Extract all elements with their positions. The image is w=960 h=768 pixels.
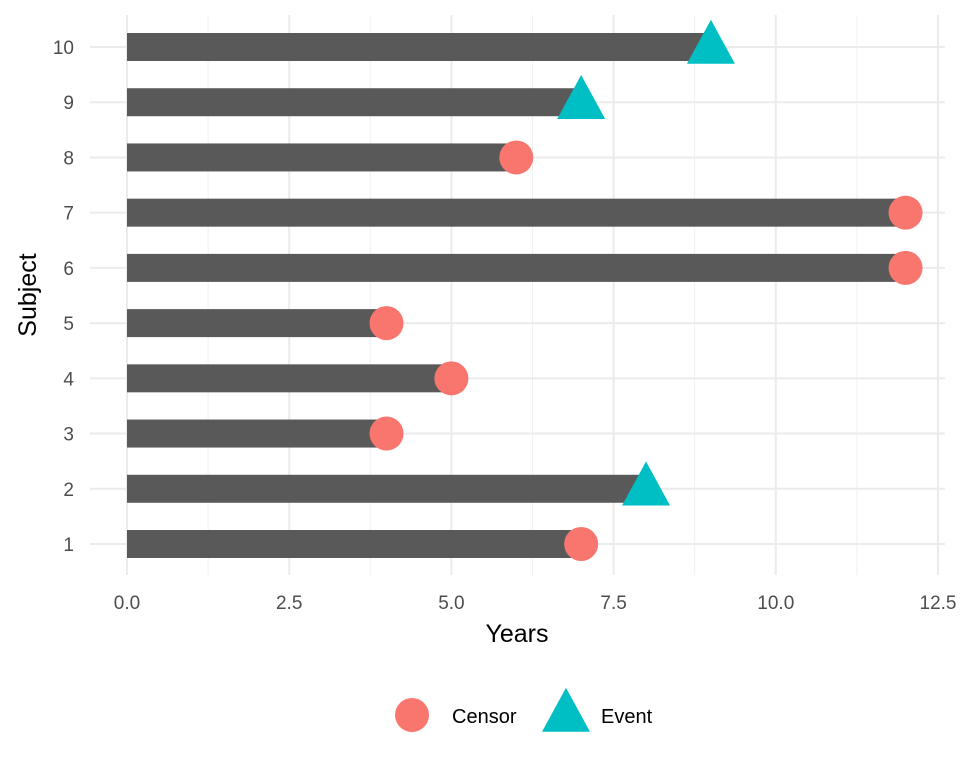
y-tick-label: 3 bbox=[63, 425, 74, 446]
legend-censor-label: Censor bbox=[452, 706, 517, 728]
x-tick-label: 10.0 bbox=[757, 593, 794, 614]
censor-marker-5 bbox=[369, 306, 404, 341]
y-tick-labels: 1 2 3 4 5 6 7 8 9 10 bbox=[53, 38, 75, 556]
bar-subject-7 bbox=[127, 198, 906, 227]
bar-subject-6 bbox=[127, 253, 906, 282]
y-tick-label: 4 bbox=[63, 369, 74, 390]
y-tick-label: 2 bbox=[63, 480, 74, 501]
legend-event-marker bbox=[542, 687, 590, 732]
legend: Censor Event bbox=[395, 687, 653, 732]
bar-subject-9 bbox=[127, 88, 582, 117]
y-tick-label: 9 bbox=[63, 93, 74, 114]
x-tick-label: 0.0 bbox=[114, 593, 140, 614]
legend-censor-marker bbox=[395, 698, 429, 732]
censor-marker-6 bbox=[888, 250, 923, 285]
y-tick-label: 1 bbox=[63, 535, 74, 556]
censor-marker-3 bbox=[369, 416, 404, 451]
bar-subject-5 bbox=[127, 309, 387, 338]
y-tick-label: 7 bbox=[63, 204, 74, 225]
censor-marker-4 bbox=[434, 361, 469, 396]
legend-event-label: Event bbox=[601, 706, 653, 728]
event-marker-9 bbox=[557, 74, 606, 119]
bar-subject-10 bbox=[127, 33, 711, 61]
x-tick-label: 5.0 bbox=[438, 593, 464, 614]
y-tick-label: 8 bbox=[63, 148, 74, 169]
event-marker-2 bbox=[622, 461, 671, 506]
bar-subject-1 bbox=[127, 530, 582, 558]
bar-subject-4 bbox=[127, 364, 452, 393]
x-tick-label: 12.5 bbox=[920, 593, 957, 614]
bars bbox=[127, 33, 906, 558]
y-tick-label: 10 bbox=[53, 38, 74, 59]
censor-marker-7 bbox=[888, 195, 923, 230]
bar-subject-2 bbox=[127, 474, 647, 503]
x-tick-label: 2.5 bbox=[276, 593, 302, 614]
x-tick-labels: 0.0 2.5 5.0 7.5 10.0 12.5 bbox=[114, 593, 957, 614]
y-tick-label: 5 bbox=[63, 314, 74, 335]
bar-subject-8 bbox=[127, 143, 517, 172]
censor-marker-1 bbox=[564, 527, 599, 561]
event-marker-10 bbox=[686, 19, 735, 64]
y-axis-title: Subject bbox=[14, 253, 42, 336]
y-tick-label: 6 bbox=[63, 259, 74, 280]
bar-subject-3 bbox=[127, 419, 387, 448]
markers bbox=[369, 19, 923, 561]
x-axis-title: Years bbox=[485, 620, 548, 648]
censor-marker-8 bbox=[499, 140, 534, 175]
x-tick-label: 7.5 bbox=[600, 593, 626, 614]
